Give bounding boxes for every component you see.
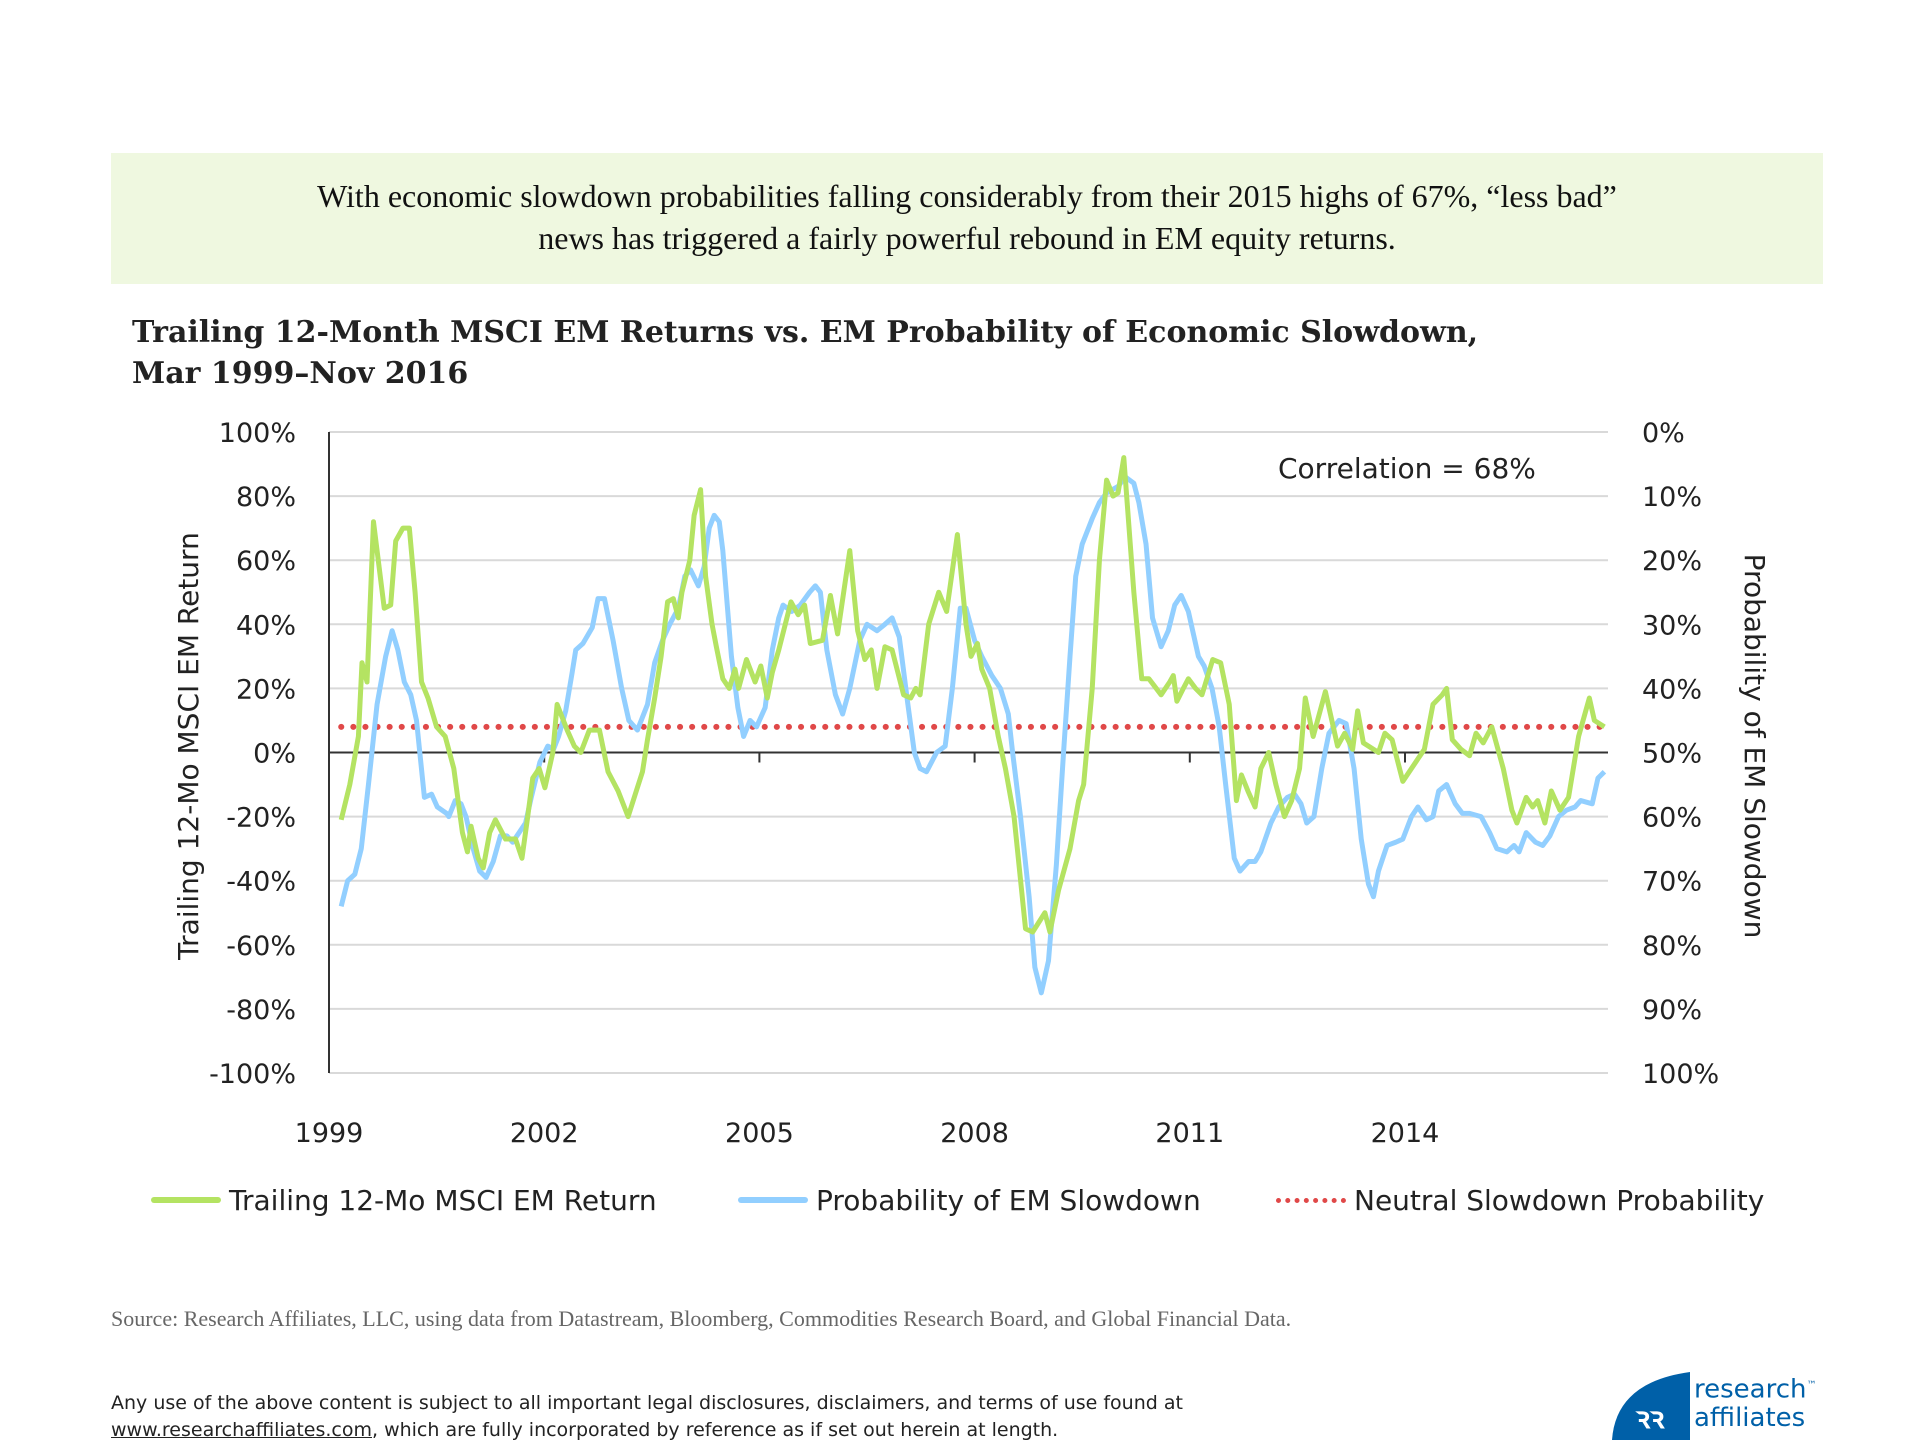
correlation-annotation: Correlation = 68% [1278, 452, 1536, 485]
chart-title-line2: Mar 1999–Nov 2016 [132, 356, 469, 391]
website-link[interactable]: www.researchaffiliates.com [111, 1419, 372, 1441]
legend-item-return: Trailing 12-Mo MSCI EM Return [151, 1180, 657, 1220]
svg-text:ꝛꝛ: ꝛꝛ [1635, 1401, 1665, 1436]
y-axis-title: Trailing 12-Mo MSCI EM Return [172, 532, 205, 961]
legend-item-probability: Probability of EM Slowdown [738, 1180, 1201, 1220]
y-tick-label: 40% [236, 610, 296, 641]
y2-axis-title: Probability of EM Slowdown [1738, 554, 1771, 939]
y-tick-label: -20% [226, 803, 296, 834]
x-tick-label: 2011 [1155, 1118, 1224, 1149]
y-tick-label: 20% [236, 674, 296, 705]
y2-tick-label: 30% [1642, 610, 1702, 641]
y-tick-label: 60% [236, 546, 296, 577]
source-note: Source: Research Affiliates, LLC, using … [111, 1306, 1292, 1331]
legal-disclaimer: Any use of the above content is subject … [111, 1392, 1183, 1441]
logo-mark-icon: ꝛꝛ [1612, 1372, 1690, 1440]
y-tick-label: -100% [209, 1059, 296, 1090]
x-tick-label: 2002 [510, 1118, 579, 1149]
y2-tick-label: 70% [1642, 867, 1702, 898]
y2-tick-label: 100% [1642, 1059, 1719, 1090]
chart-legend: Trailing 12-Mo MSCI EM Return Probabilit… [0, 1180, 1920, 1220]
legend-item-neutral: Neutral Slowdown Probability [1276, 1180, 1764, 1220]
legend-swatch-red-dotted [1276, 1197, 1346, 1203]
y2-tick-label: 90% [1642, 995, 1702, 1026]
y2-tick-label: 10% [1642, 482, 1702, 513]
chart-title: Trailing 12-Month MSCI EM Returns vs. EM… [132, 312, 1478, 394]
headline-text: With economic slowdown probabilities fal… [317, 178, 1617, 256]
y2-tick-label: 60% [1642, 803, 1702, 834]
y-tick-label: -60% [226, 931, 296, 962]
y-tick-label: -40% [226, 867, 296, 898]
y-tick-label: 80% [236, 482, 296, 513]
y2-tick-label: 0% [1642, 418, 1685, 449]
y-tick-label: 100% [219, 418, 296, 449]
x-tick-label: 2014 [1371, 1118, 1440, 1149]
y2-tick-label: 20% [1642, 546, 1702, 577]
research-affiliates-logo: ꝛꝛ research™ affiliates [1612, 1372, 1827, 1440]
x-tick-label: 2008 [940, 1118, 1009, 1149]
probability-series-line [338, 474, 1607, 996]
legend-swatch-blue-line [738, 1197, 808, 1203]
legend-swatch-green-line [151, 1197, 221, 1203]
return-series-line [338, 455, 1606, 935]
x-tick-label: 2005 [725, 1118, 794, 1149]
headline-banner: With economic slowdown probabilities fal… [111, 153, 1823, 284]
x-tick-label: 1999 [295, 1118, 364, 1149]
y-tick-label: 0% [253, 739, 296, 770]
y2-tick-label: 40% [1642, 674, 1702, 705]
y2-tick-label: 50% [1642, 739, 1702, 770]
chart-title-line1: Trailing 12-Month MSCI EM Returns vs. EM… [132, 315, 1479, 350]
y-tick-label: -80% [226, 995, 296, 1026]
y2-tick-label: 80% [1642, 931, 1702, 962]
